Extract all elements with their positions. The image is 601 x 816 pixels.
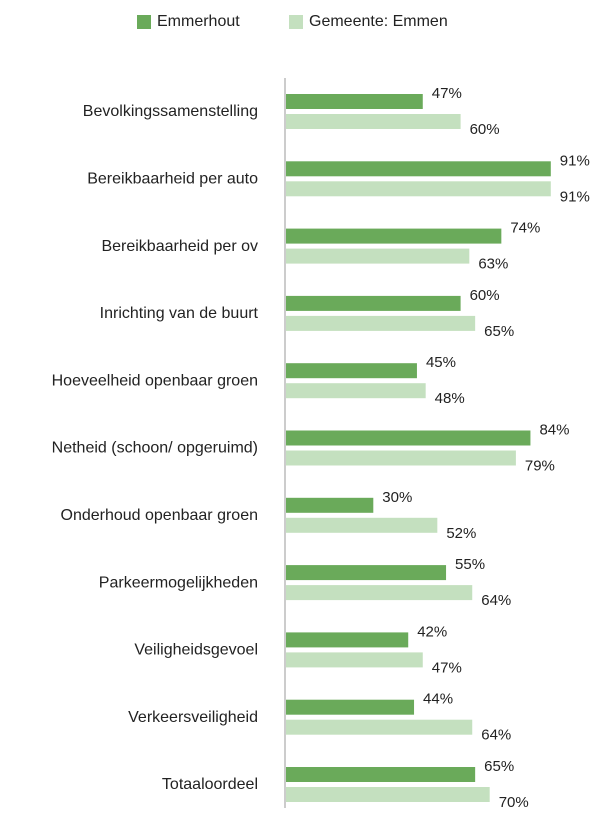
value-label: 65%: [484, 323, 514, 340]
value-label: 64%: [481, 592, 511, 609]
bar: [286, 248, 470, 264]
value-label: 74%: [510, 220, 540, 237]
value-label: 70%: [499, 794, 529, 811]
bar: [286, 430, 531, 446]
value-label: 30%: [382, 489, 412, 506]
category-label: Netheid (schoon/ opgeruimd): [52, 440, 258, 457]
category-label: Hoeveelheid openbaar groen: [52, 372, 258, 389]
value-label: 60%: [470, 287, 500, 304]
value-label: 48%: [435, 390, 465, 407]
value-label: 79%: [525, 457, 555, 474]
value-label: 64%: [481, 727, 511, 744]
category-label: Bereikbaarheid per ov: [101, 238, 258, 255]
value-label: 60%: [470, 121, 500, 138]
category-label: Veiligheidsgevoel: [134, 642, 258, 659]
value-label: 47%: [432, 85, 462, 102]
category-label: Totaaloordeel: [162, 776, 258, 793]
value-label: 44%: [423, 691, 453, 708]
legend-swatch: [137, 15, 151, 29]
value-label: 45%: [426, 354, 456, 371]
category-label: Parkeermogelijkheden: [99, 574, 258, 591]
value-label: 91%: [560, 152, 590, 169]
value-label: 63%: [478, 256, 508, 273]
bar: [286, 228, 502, 244]
bar: [286, 295, 461, 311]
value-label: 84%: [539, 421, 569, 438]
bar: [286, 652, 423, 668]
bar: [286, 315, 476, 331]
category-label: Bevolkingssamenstelling: [83, 103, 258, 120]
legend-swatch: [289, 15, 303, 29]
legend-label: Gemeente: Emmen: [309, 13, 448, 30]
bar: [286, 565, 447, 581]
category-label: Onderhoud openbaar groen: [61, 507, 259, 524]
value-label: 65%: [484, 758, 514, 775]
value-label: 42%: [417, 623, 447, 640]
bar: [286, 383, 426, 399]
category-label: Bereikbaarheid per auto: [87, 171, 258, 188]
bar: [286, 114, 461, 129]
legend-label: Emmerhout: [157, 13, 240, 30]
value-label: 52%: [446, 525, 476, 542]
value-label: 55%: [455, 556, 485, 573]
bar: [286, 181, 551, 197]
category-label: Verkeersveiligheid: [128, 709, 258, 726]
value-label: 91%: [560, 188, 590, 205]
bar: [286, 517, 438, 533]
bar: [286, 767, 476, 782]
bar: [286, 632, 409, 648]
bar: [286, 719, 473, 735]
bar: [286, 450, 516, 466]
bar: [286, 94, 423, 109]
bar: [286, 497, 374, 513]
bar: [286, 363, 417, 379]
bar: [286, 585, 473, 601]
value-label: 47%: [432, 659, 462, 676]
bar: [286, 161, 551, 177]
bar: [286, 699, 415, 715]
bar: [286, 787, 490, 802]
category-label: Inrichting van de buurt: [100, 305, 259, 322]
